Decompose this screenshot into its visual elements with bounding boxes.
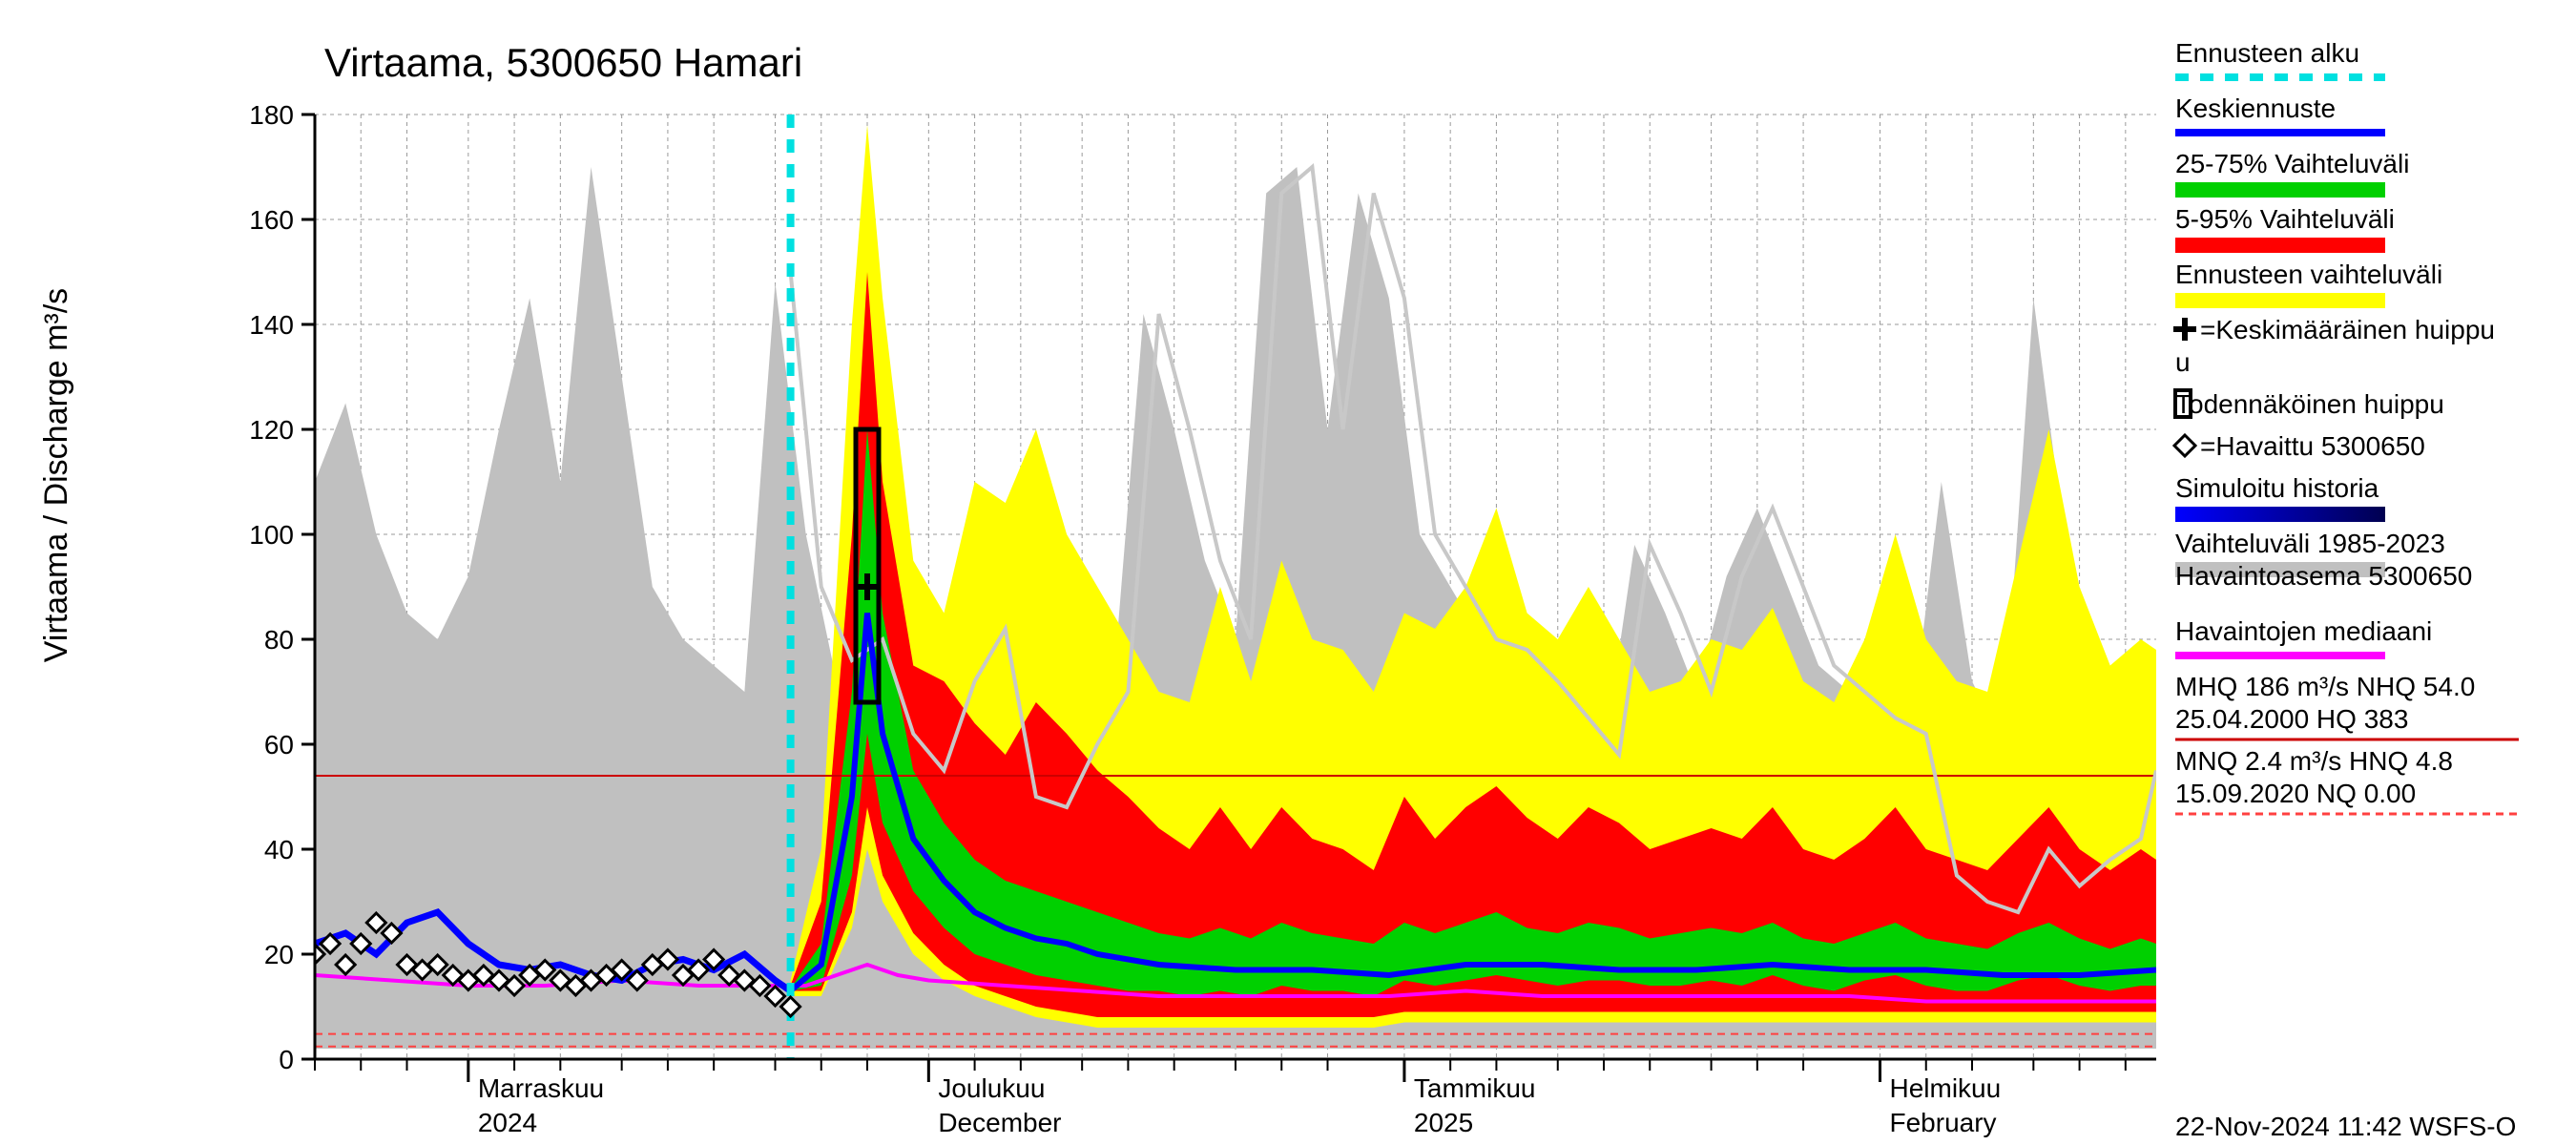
x-tick-label-bottom: December [938, 1108, 1061, 1137]
x-tick-label-top: Tammikuu [1414, 1073, 1536, 1103]
legend-label: MNQ 2.4 m³/s HNQ 4.8 [2175, 746, 2453, 776]
legend-item: Todennäköinen huippu [2175, 389, 2444, 419]
y-tick-label: 160 [249, 205, 294, 235]
y-tick-label: 120 [249, 415, 294, 445]
y-tick-label: 100 [249, 520, 294, 550]
y-tick-label: 40 [264, 835, 294, 864]
footer-timestamp: 22-Nov-2024 11:42 WSFS-O [2175, 1112, 2516, 1141]
legend-label: =Havaittu 5300650 [2200, 431, 2425, 461]
y-tick-label: 20 [264, 940, 294, 969]
x-tick-label-bottom: 2024 [478, 1108, 537, 1137]
y-tick-label: 80 [264, 625, 294, 655]
x-tick-label-bottom: February [1890, 1108, 1997, 1137]
y-tick-label: 140 [249, 310, 294, 340]
legend-label: Keskiennuste [2175, 94, 2336, 123]
chart-title: Virtaama, 5300650 Hamari [324, 40, 802, 85]
legend-label-2: 15.09.2020 NQ 0.00 [2175, 779, 2416, 808]
legend-label: Ennusteen vaihteluväli [2175, 260, 2442, 289]
y-tick-label: 180 [249, 100, 294, 130]
legend-item: 5-95% Vaihteluväli [2175, 204, 2395, 253]
x-tick-label-bottom: 2025 [1414, 1108, 1473, 1137]
legend-label: Vaihteluväli 1985-2023 [2175, 529, 2445, 558]
legend-label-2: Havaintoasema 5300650 [2175, 561, 2472, 591]
x-tick-label-top: Marraskuu [478, 1073, 604, 1103]
legend-label: MHQ 186 m³/s NHQ 54.0 [2175, 672, 2475, 701]
legend-label: Havaintojen mediaani [2175, 616, 2432, 646]
y-tick-label: 0 [279, 1045, 294, 1074]
x-tick-label-top: Joulukuu [938, 1073, 1045, 1103]
legend-item: =Havaittu 5300650 [2174, 431, 2425, 461]
x-tick-label-top: Helmikuu [1890, 1073, 2002, 1103]
legend-label-2: 25.04.2000 HQ 383 [2175, 704, 2408, 734]
legend-label: Todennäköinen huippu [2175, 389, 2444, 419]
y-axis-label: Virtaama / Discharge m³/s [38, 288, 74, 662]
svg-text:u: u [2175, 347, 2191, 377]
legend-label: Ennusteen alku [2175, 38, 2359, 68]
legend-label: Simuloitu historia [2175, 473, 2379, 503]
y-tick-label: 60 [264, 730, 294, 760]
legend-item: Simuloitu historia [2175, 473, 2385, 522]
legend-label: 5-95% Vaihteluväli [2175, 204, 2395, 234]
legend-label: =Keskimääräinen huippu [2200, 315, 2495, 344]
legend-label: 25-75% Vaihteluväli [2175, 149, 2409, 178]
legend-item: 25-75% Vaihteluväli [2175, 149, 2409, 198]
